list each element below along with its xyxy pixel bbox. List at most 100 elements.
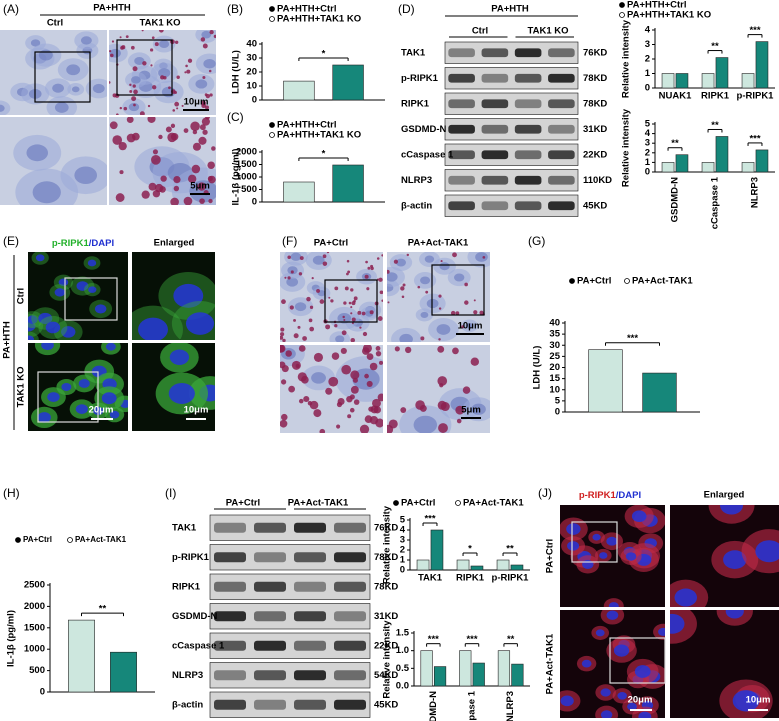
protein-label: GSDMD-N	[401, 124, 447, 135]
lipid-droplet	[319, 299, 325, 304]
lipid-droplet	[297, 325, 301, 329]
legend-label: PA+HTH+Ctrl	[277, 120, 336, 131]
protein-label: TAK1	[401, 47, 426, 58]
lipid-droplet	[199, 198, 205, 205]
blot-band	[548, 73, 575, 83]
lipid-droplet	[328, 296, 331, 299]
lipid-droplet	[154, 42, 159, 47]
bar	[68, 619, 95, 693]
lipid-droplet	[415, 400, 425, 410]
lipid-droplet	[309, 400, 319, 410]
lipid-droplet	[402, 283, 406, 287]
lipid-droplet	[351, 317, 356, 322]
lipid-droplet	[123, 106, 128, 111]
y-axis-label: Relative intensity	[382, 620, 393, 699]
nucleus	[58, 278, 69, 287]
blot-band	[294, 670, 326, 681]
lipid-droplet	[280, 345, 286, 353]
zoom-box	[34, 51, 91, 103]
x-tick-label: cCaspase 1	[710, 176, 721, 229]
nucleus	[670, 613, 685, 634]
nucleus	[627, 702, 637, 711]
lipid-droplet	[393, 259, 398, 264]
protein-label: TAK1	[172, 522, 197, 533]
nucleus	[566, 523, 581, 535]
lipid-droplet	[349, 407, 355, 413]
legend-marker	[619, 12, 625, 18]
y-axis-label: LDH (U/L)	[231, 50, 242, 94]
lipid-droplet	[147, 117, 156, 123]
lipid-droplet	[111, 40, 115, 43]
zoom-box	[64, 277, 118, 321]
lipid-droplet	[348, 301, 352, 305]
nucleus	[128, 102, 140, 112]
y-tick-label: 10	[246, 81, 257, 92]
y-tick-label: 0	[555, 407, 560, 418]
protein-label: β-actin	[401, 200, 432, 211]
nucleus	[71, 86, 80, 93]
legend-marker	[15, 537, 21, 543]
lipid-droplet	[353, 399, 360, 405]
lipid-droplet	[109, 81, 111, 84]
significance-label: *	[322, 149, 326, 160]
lipid-droplet	[139, 111, 145, 115]
lipid-droplet	[322, 261, 328, 266]
blot-band	[294, 640, 326, 651]
lipid-droplet	[284, 276, 287, 279]
lipid-droplet	[337, 397, 345, 405]
column-label: PA+Ctrl	[314, 238, 348, 249]
lipid-droplet	[437, 345, 445, 353]
protein-label: NLRP3	[172, 670, 203, 681]
nucleus	[311, 372, 326, 384]
lipid-droplet	[281, 299, 286, 305]
lipid-droplet	[372, 398, 381, 408]
y-tick-label: 10	[549, 384, 560, 395]
lipid-droplet	[280, 419, 288, 428]
lipid-droplet	[201, 100, 206, 106]
protein-label: p-RIPK1	[172, 552, 210, 563]
lipid-droplet	[311, 276, 314, 280]
lipid-droplet	[186, 69, 191, 74]
y-tick-label: 3	[400, 535, 405, 546]
lipid-droplet	[362, 347, 370, 355]
blot-band	[254, 581, 286, 592]
lipid-droplet	[281, 413, 288, 421]
nucleus	[567, 541, 580, 551]
y-tick-label: 30	[549, 340, 560, 351]
micrograph	[280, 345, 383, 433]
blot-band	[214, 522, 246, 533]
significance-label: **	[711, 120, 719, 131]
legend-label: PA+HTH+Ctrl	[277, 4, 336, 15]
lipid-droplet	[132, 84, 136, 88]
bar	[459, 650, 472, 687]
y-tick-label: 0	[645, 167, 650, 178]
lipid-droplet	[376, 257, 380, 260]
nucleus	[0, 104, 5, 112]
nucleus	[335, 335, 345, 342]
significance-label: **	[711, 41, 719, 52]
lipid-droplet	[455, 311, 460, 316]
nucleus	[732, 690, 760, 712]
nucleus	[755, 540, 779, 563]
lipid-droplet	[131, 132, 140, 141]
lipid-droplet	[400, 407, 407, 413]
protein-label: RIPK1	[401, 98, 430, 109]
nucleus	[168, 383, 195, 404]
nucleus	[424, 255, 435, 263]
blot-band	[481, 150, 509, 160]
nucleus	[105, 343, 116, 351]
lipid-droplet	[438, 307, 442, 310]
legend-marker	[269, 132, 275, 138]
blot-band	[294, 552, 326, 563]
y-tick-label: 0	[40, 687, 45, 698]
lipid-droplet	[280, 332, 285, 337]
panel-label: (E)	[3, 234, 19, 248]
legend-label: PA+Act-TAK1	[463, 498, 524, 509]
blot-band	[334, 552, 366, 563]
nucleus	[560, 695, 574, 707]
nucleus	[66, 64, 81, 76]
lipid-droplet	[351, 301, 356, 306]
lipid-droplet	[152, 85, 157, 90]
nucleus	[94, 304, 107, 314]
stain-name: /DAPI	[616, 490, 641, 501]
